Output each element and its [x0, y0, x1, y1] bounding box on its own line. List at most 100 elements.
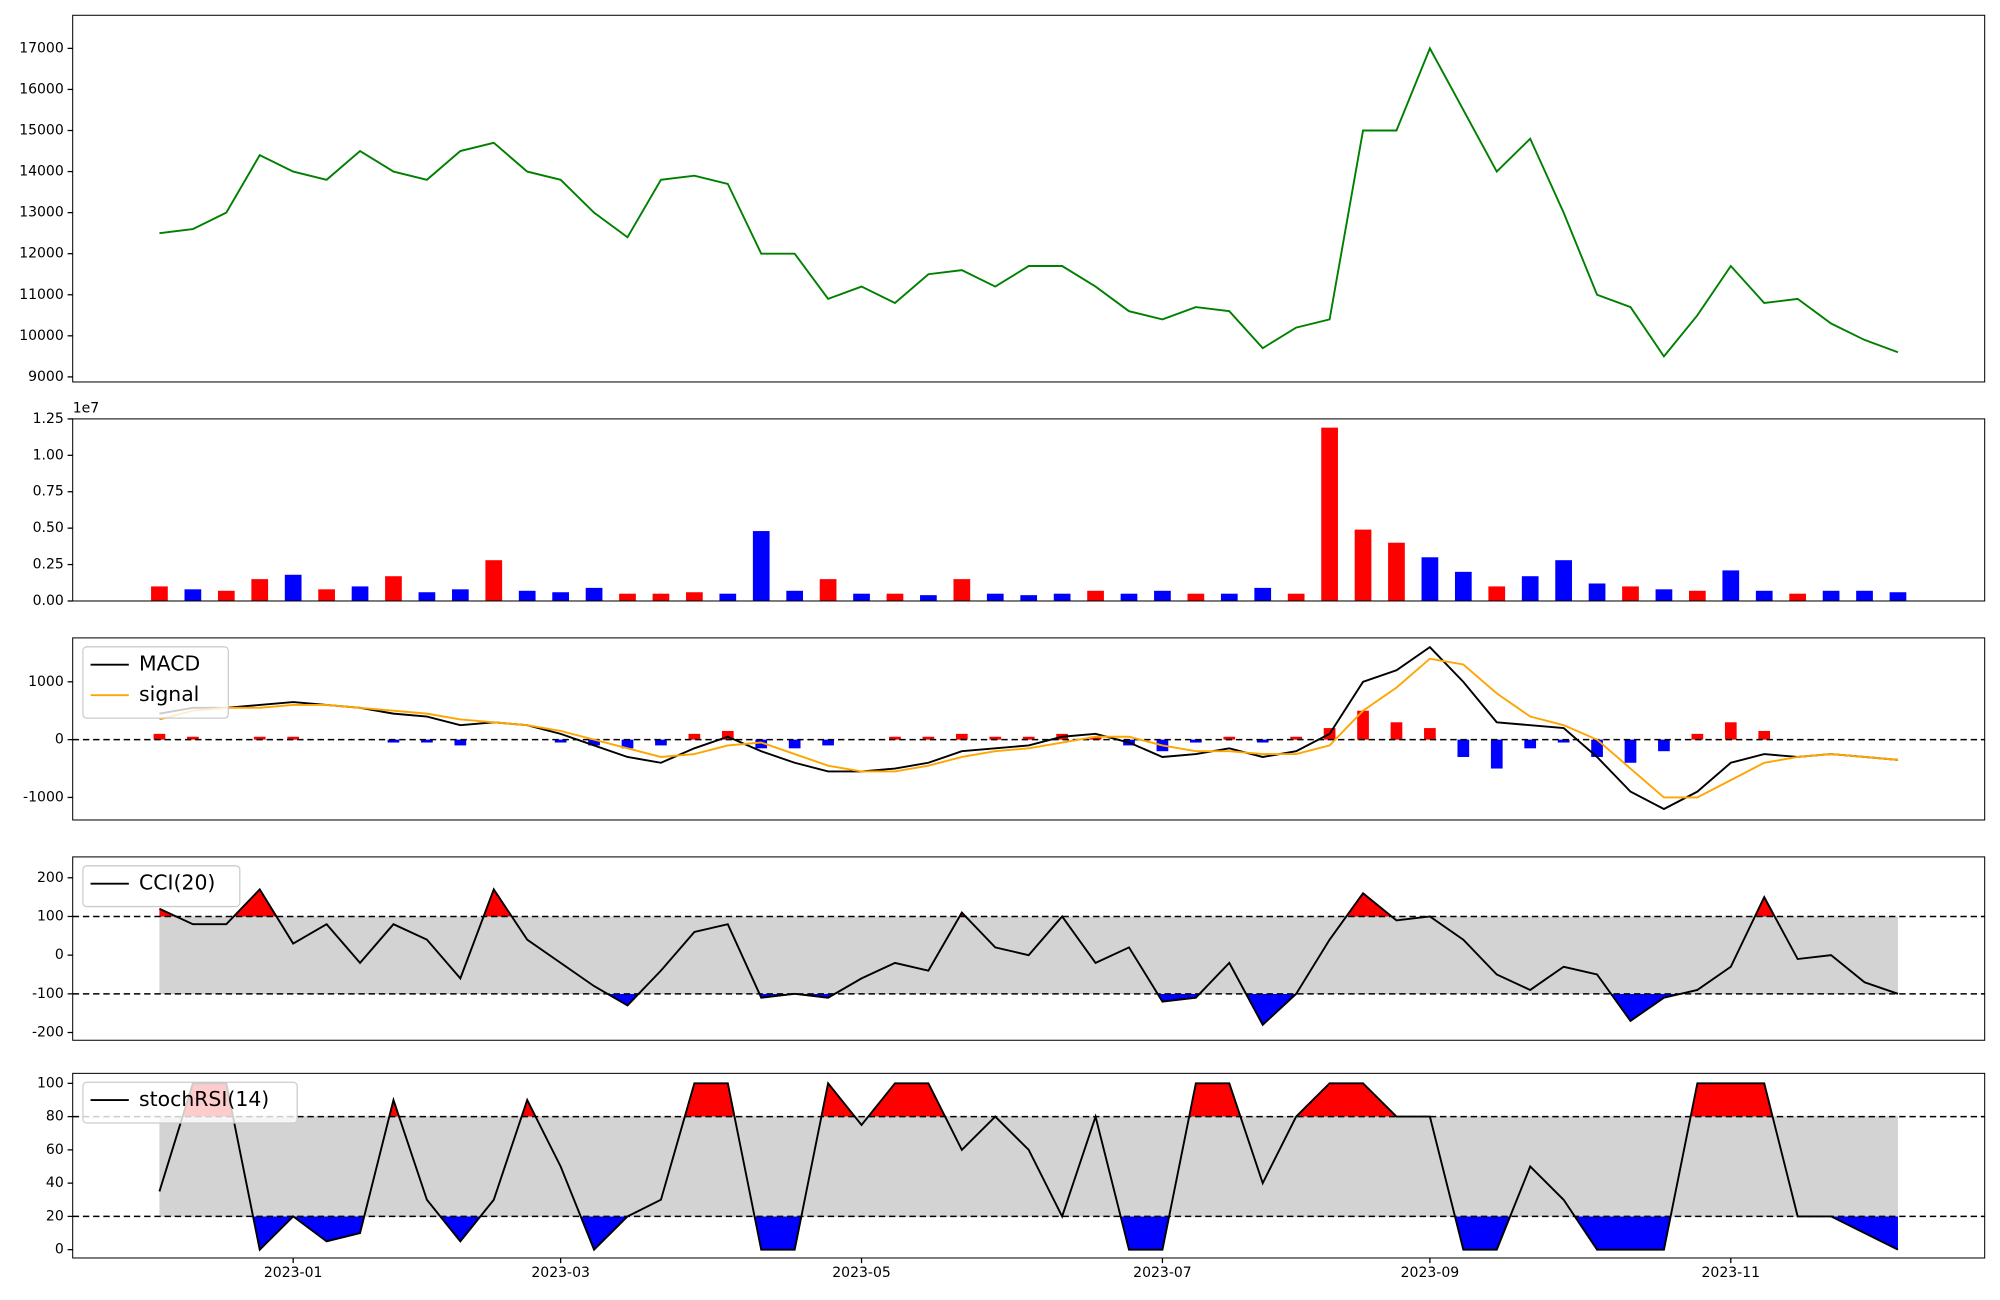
- histogram-bar: [1190, 739, 1202, 743]
- histogram-bar: [1223, 736, 1236, 740]
- bar: [318, 589, 335, 601]
- legend-label: signal: [139, 682, 199, 706]
- histogram-bar: [1256, 739, 1269, 743]
- bar: [1555, 560, 1572, 601]
- legend-box: [82, 1081, 298, 1124]
- histogram-bar: [1089, 736, 1102, 740]
- y-tick-label: 200: [37, 870, 64, 886]
- y-tick-label: 0.25: [33, 557, 64, 573]
- bar: [1120, 593, 1138, 601]
- histogram-bar: [1490, 739, 1503, 769]
- bar: [1722, 570, 1740, 601]
- x-tick-label: 2023-01: [264, 1265, 323, 1281]
- y-tick-label: 0: [55, 732, 64, 748]
- bar: [886, 593, 904, 601]
- panel-frame: [72, 14, 1986, 383]
- histogram-bar: [1557, 739, 1570, 743]
- legend-label: stochRSI(14): [139, 1087, 269, 1111]
- bar: [1789, 593, 1807, 601]
- histogram-bar: [755, 739, 768, 749]
- histogram-bar: [1724, 722, 1737, 740]
- histogram-bar: [1591, 739, 1603, 757]
- histogram-bar: [1691, 733, 1704, 740]
- y-tick-label: 12000: [19, 246, 64, 262]
- bar: [1421, 557, 1439, 601]
- oversold-fill: [253, 1216, 1898, 1250]
- bar: [1020, 595, 1038, 601]
- bar: [1321, 427, 1338, 601]
- histogram-bar: [922, 736, 935, 740]
- bar: [686, 592, 703, 601]
- histogram-bar: [253, 736, 266, 740]
- y-tick-label: 0: [55, 947, 64, 963]
- histogram-bar: [1290, 736, 1303, 740]
- histogram-bar: [1658, 739, 1670, 752]
- bar: [1689, 590, 1706, 601]
- histogram-bar: [187, 736, 199, 740]
- bar: [1388, 542, 1405, 601]
- bar: [1220, 593, 1238, 601]
- histogram-bar: [588, 739, 600, 746]
- panel-frame: [72, 637, 1986, 821]
- x-tick-label: 2023-03: [531, 1265, 590, 1281]
- bar: [552, 592, 569, 601]
- bar: [1822, 590, 1840, 601]
- bar: [1521, 576, 1539, 601]
- legend: CCI(20): [82, 865, 241, 908]
- y-tick-label: 40: [46, 1175, 64, 1191]
- line: [159, 887, 1899, 1027]
- histogram-bar: [387, 739, 400, 743]
- bar: [819, 579, 837, 601]
- legend: MACD signal: [82, 646, 229, 719]
- bar: [1354, 529, 1372, 601]
- histogram-bar: [1424, 728, 1436, 740]
- bar: [1154, 590, 1171, 601]
- x-tick-label: 2023-07: [1133, 1265, 1192, 1281]
- y-tick-label: 11000: [19, 287, 64, 303]
- y-tick-label: 1000: [28, 674, 64, 690]
- histogram-bar: [955, 733, 968, 740]
- y-tick-label: 0.00: [33, 593, 64, 609]
- y-tick-label: 100: [37, 1075, 64, 1091]
- y-tick-label: 15000: [19, 123, 64, 139]
- panel-frame: [72, 1072, 1986, 1259]
- bar: [1622, 586, 1639, 601]
- bar: [217, 590, 235, 601]
- bar: [1254, 587, 1272, 601]
- bar: [920, 595, 937, 601]
- legend: stochRSI(14): [82, 1081, 298, 1124]
- line: [159, 657, 1899, 799]
- y-tick-label: 1.25: [33, 411, 64, 427]
- line: [158, 1081, 1899, 1252]
- histogram-bar: [655, 739, 667, 746]
- histogram-bar: [1390, 722, 1403, 740]
- panel-frame: [72, 418, 1986, 602]
- y-tick-label: 0.50: [33, 520, 64, 536]
- panel-frame: [72, 856, 1986, 1041]
- x-tick-label: 2023-11: [1702, 1265, 1761, 1281]
- histogram-bar: [153, 733, 166, 740]
- bar: [1856, 590, 1873, 601]
- histogram-bar: [287, 736, 300, 740]
- histogram-bar: [822, 739, 834, 746]
- y-tick-label: 0: [55, 1242, 64, 1258]
- bar: [351, 586, 369, 601]
- band: [159, 1116, 1898, 1217]
- x-tick-label: 2023-05: [832, 1265, 891, 1281]
- y-tick-label: 1.00: [33, 447, 64, 463]
- histogram-bar: [621, 739, 634, 749]
- histogram-bar: [1022, 736, 1035, 740]
- bar: [151, 586, 168, 601]
- histogram-bar: [1758, 730, 1771, 740]
- bar: [719, 593, 737, 601]
- histogram-bar: [1624, 739, 1637, 763]
- bar: [1588, 583, 1606, 601]
- histogram-bar: [688, 733, 701, 740]
- bar: [1755, 590, 1773, 601]
- bar: [853, 593, 870, 601]
- histogram-bar: [554, 739, 567, 743]
- histogram-bar: [1357, 710, 1369, 740]
- bar: [385, 576, 402, 601]
- y-tick-label: 14000: [19, 164, 64, 180]
